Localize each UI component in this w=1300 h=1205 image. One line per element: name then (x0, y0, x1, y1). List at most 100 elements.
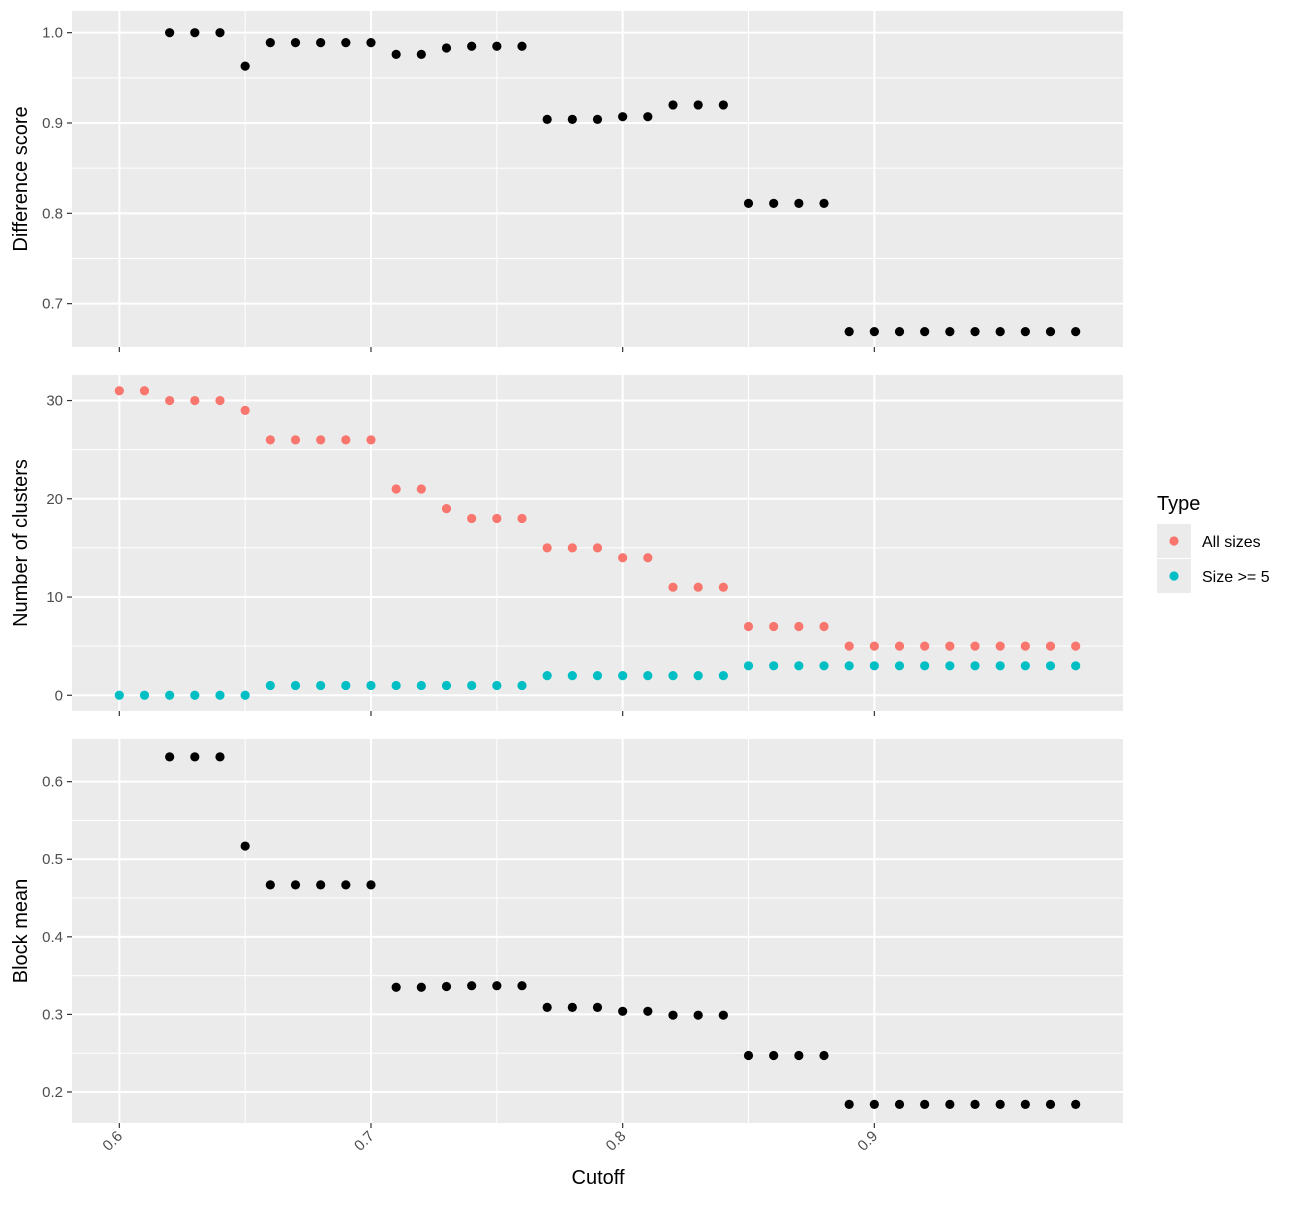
data-point (190, 395, 200, 406)
data-point (668, 1010, 678, 1020)
y-tick-label: 0.7 (42, 296, 63, 313)
data-point (643, 112, 653, 122)
data-point (945, 327, 955, 337)
data-point (970, 641, 980, 651)
data-point (592, 114, 603, 124)
data-point (542, 671, 552, 681)
data-point (995, 1099, 1005, 1109)
data-point (542, 543, 552, 553)
data-point (416, 484, 426, 494)
data-point (265, 38, 275, 48)
data-point (743, 661, 754, 671)
y-tick-label: 0.4 (42, 929, 63, 946)
data-point (1045, 327, 1056, 337)
data-point (945, 1099, 955, 1109)
data-point (643, 1006, 653, 1016)
data-point (467, 680, 477, 691)
data-point (819, 661, 829, 671)
data-point (567, 543, 577, 553)
data-point (366, 880, 376, 890)
data-point (995, 641, 1005, 651)
data-point (341, 435, 351, 445)
data-point (441, 981, 452, 992)
data-point (391, 680, 401, 691)
data-point (190, 752, 200, 762)
data-point (441, 43, 452, 53)
data-point (819, 621, 829, 632)
data-point (844, 661, 854, 671)
data-point (165, 752, 175, 762)
data-point (794, 621, 804, 632)
data-point (467, 981, 477, 991)
data-point (341, 680, 351, 691)
data-point (618, 112, 628, 122)
data-point (869, 661, 879, 671)
data-point (618, 671, 628, 681)
data-point (643, 553, 653, 563)
data-point (643, 671, 653, 681)
data-point (618, 1006, 628, 1016)
panel-2: 0 10 20 30 Number of clusters (10, 375, 1123, 716)
data-point (366, 680, 376, 691)
data-point (290, 435, 301, 445)
y-tick-label: 0 (55, 687, 63, 704)
data-point (391, 49, 401, 59)
data-point (517, 41, 527, 51)
y-tick-label: 0.6 (42, 774, 63, 791)
data-point (869, 641, 879, 651)
y-tick-label: 0.5 (42, 851, 63, 868)
data-point (894, 327, 905, 337)
data-point (920, 641, 930, 651)
data-point (995, 327, 1005, 337)
data-point (894, 641, 905, 651)
data-point (416, 680, 426, 691)
legend-key-size-ge-5 (1169, 571, 1179, 581)
y-axis-title: Block mean (10, 879, 32, 984)
data-point (794, 198, 804, 208)
y-axis-title: Difference score (10, 106, 32, 251)
data-point (139, 690, 150, 700)
data-point (1020, 327, 1030, 337)
data-point (1071, 661, 1081, 671)
data-point (492, 981, 502, 991)
data-point (316, 435, 326, 445)
data-point (743, 1050, 754, 1061)
data-point (618, 553, 628, 563)
data-point (668, 582, 678, 592)
y-tick-label: 0.8 (42, 205, 63, 222)
legend-label-all-sizes: All sizes (1202, 534, 1261, 551)
data-point (165, 28, 175, 38)
data-point (190, 28, 200, 38)
data-point (970, 327, 980, 337)
data-point (114, 386, 124, 396)
data-point (341, 880, 351, 890)
legend: Type All sizes Size >= 5 (1157, 493, 1270, 593)
data-point (165, 690, 175, 700)
data-point (894, 1099, 905, 1109)
data-point (542, 114, 552, 124)
data-point (718, 671, 728, 681)
data-point (869, 1099, 879, 1109)
data-point (517, 981, 527, 991)
y-tick-label: 30 (46, 393, 63, 410)
data-point (366, 38, 376, 48)
data-point (1071, 1099, 1081, 1109)
data-point (215, 395, 225, 406)
legend-key-all-sizes (1169, 536, 1179, 546)
data-point (341, 38, 351, 48)
data-point (1045, 641, 1056, 651)
data-point (290, 38, 301, 48)
data-point (265, 680, 275, 691)
x-tick-label: 0.6 (99, 1128, 126, 1155)
y-tick-label: 20 (46, 491, 63, 508)
data-point (1020, 1099, 1030, 1109)
data-point (995, 661, 1005, 671)
data-point (240, 405, 250, 415)
data-point (668, 671, 678, 681)
panel-3: 0.2 0.3 0.4 0.5 0.6 Block mean (10, 739, 1123, 1128)
data-point (290, 880, 301, 890)
data-point (844, 1099, 854, 1109)
panel-background (72, 11, 1123, 347)
data-point (542, 1002, 552, 1013)
data-point (215, 690, 225, 700)
